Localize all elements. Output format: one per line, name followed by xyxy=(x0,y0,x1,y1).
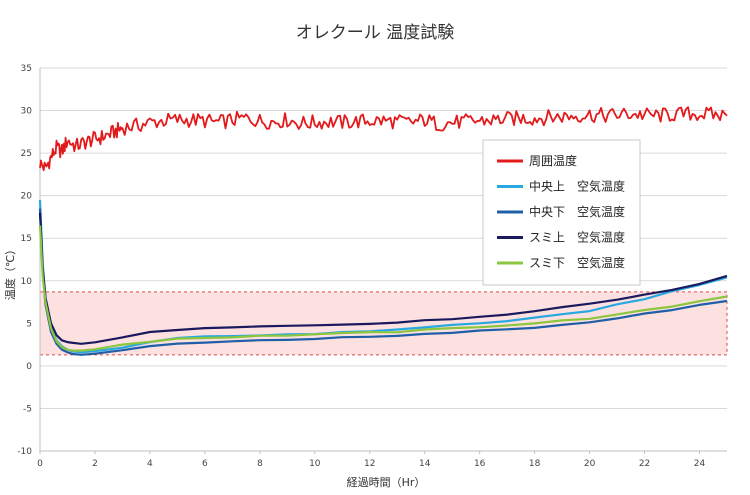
x-tick-label: 16 xyxy=(474,459,486,469)
legend-label-4: スミ下 空気温度 xyxy=(529,255,625,270)
y-tick-label: 15 xyxy=(21,234,32,244)
x-tick-label: 24 xyxy=(694,459,706,469)
x-tick-label: 14 xyxy=(419,459,431,469)
x-tick-label: 6 xyxy=(202,459,208,469)
x-tick-label: 10 xyxy=(309,459,321,469)
chart-title: オレクール 温度試験 xyxy=(296,23,454,43)
legend-label-2: 中央下 空気温度 xyxy=(529,204,625,219)
y-tick-label: 30 xyxy=(21,107,33,117)
series-layer xyxy=(38,106,728,356)
y-tick-label: 0 xyxy=(26,362,32,372)
legend-label-3: スミ上 空気温度 xyxy=(529,230,625,245)
x-tick-label: 22 xyxy=(639,459,650,469)
x-tick-label: 12 xyxy=(364,459,375,469)
y-tick-label: 20 xyxy=(21,192,33,202)
series-line-2 xyxy=(38,208,728,356)
y-tick-label: -5 xyxy=(23,404,32,414)
x-tick-label: 18 xyxy=(529,459,541,469)
series-line-0 xyxy=(39,106,728,172)
x-axis-label: 経過時間（Hr） xyxy=(347,476,426,489)
x-tick-label: 20 xyxy=(584,459,596,469)
x-tick-label: 2 xyxy=(92,459,98,469)
x-tick-label: 4 xyxy=(147,459,153,469)
y-tick-label: -10 xyxy=(17,447,32,457)
y-tick-label: 35 xyxy=(21,64,32,74)
y-tick-label: 5 xyxy=(26,319,32,329)
y-tick-label: 10 xyxy=(21,277,33,287)
x-tick-label: 0 xyxy=(37,459,43,469)
legend-label-0: 周囲温度 xyxy=(529,153,577,168)
legend-label-1: 中央上 空気温度 xyxy=(529,179,625,194)
y-axis-label: 温度（℃） xyxy=(3,244,17,300)
x-tick-label: 8 xyxy=(257,459,263,469)
y-tick-label: 25 xyxy=(21,149,32,159)
series-line-3 xyxy=(38,212,728,345)
series-line-4 xyxy=(38,225,728,352)
